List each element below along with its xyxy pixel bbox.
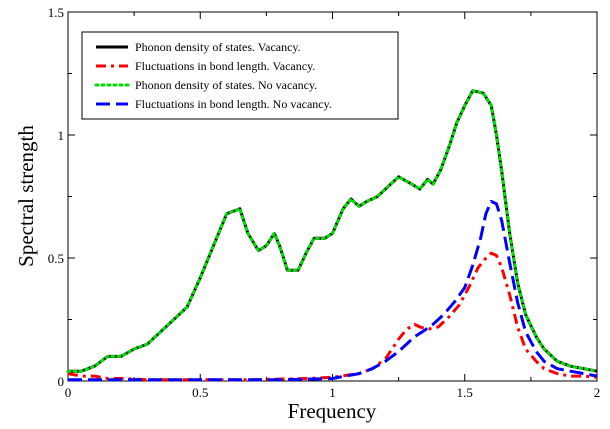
x-tick-label: 0.5: [192, 385, 208, 400]
x-tick-label: 2: [594, 385, 601, 400]
x-axis-title: Frequency: [288, 399, 377, 423]
legend-label-2: Fluctuations in bond length. Vacancy.: [135, 59, 315, 73]
legend-label-3: Phonon density of states. No vacancy.: [135, 78, 317, 92]
tick-labels: 0 0.5 1 1.5 2 0 0.5 1 1.5: [48, 5, 601, 400]
y-tick-label: 0: [58, 374, 65, 389]
y-tick-label: 1: [58, 128, 65, 143]
y-tick-label: 0.5: [48, 251, 64, 266]
legend-label-1: Phonon density of states. Vacancy.: [135, 40, 301, 54]
legend: Phonon density of states. Vacancy. Fluct…: [81, 31, 399, 120]
series-lines: [66, 89, 599, 382]
y-tick-label: 1.5: [48, 5, 64, 20]
series-line-3: [66, 89, 599, 373]
series-line-4: [68, 199, 598, 382]
x-tick-label: 1: [329, 385, 336, 400]
y-axis-title: Spectral strength: [14, 125, 38, 267]
legend-label-4: Fluctuations in bond length. No vacancy.: [135, 97, 332, 111]
legend-box: [81, 31, 399, 120]
x-tick-label: 0: [65, 385, 72, 400]
x-tick-label: 1.5: [457, 385, 473, 400]
